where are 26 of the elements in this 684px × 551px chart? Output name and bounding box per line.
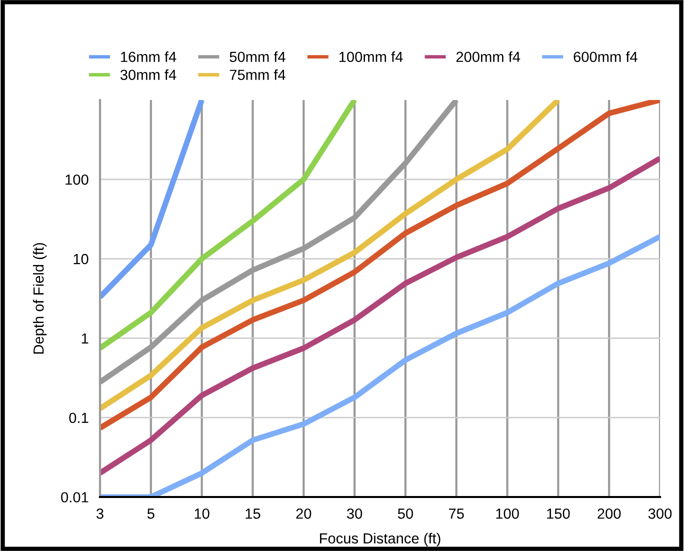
x-tick-label: 100 <box>496 508 519 519</box>
x-tick-label: 15 <box>246 508 260 519</box>
legend-label: 30mm f4 <box>120 69 176 80</box>
x-tick-label: 10 <box>194 508 210 519</box>
x-tick-label: 5 <box>147 508 154 519</box>
x-tick-label: 150 <box>547 508 570 519</box>
y-tick-label: 10 <box>74 254 88 264</box>
x-tick-label: 20 <box>296 508 312 519</box>
x-tick-label: 50 <box>398 508 413 519</box>
y-tick-label: 0.1 <box>69 412 88 424</box>
x-axis-title: Focus Distance (ft) <box>320 532 440 546</box>
legend-label: 100mm f4 <box>339 51 403 62</box>
legend-label: 16mm f4 <box>121 51 176 62</box>
x-tick-label: 300 <box>648 508 672 519</box>
x-tick-label: 200 <box>598 508 621 519</box>
x-tick-label: 3 <box>96 508 104 519</box>
legend-label: 75mm f4 <box>230 69 286 80</box>
y-axis-title: Depth of Field (ft) <box>33 243 47 354</box>
legend-label: 50mm f4 <box>230 51 286 62</box>
x-tick-label: 75 <box>449 508 464 519</box>
y-tick-label: 1 <box>82 333 88 344</box>
x-tick-label: 30 <box>346 508 362 519</box>
y-tick-label: 100 <box>66 174 88 185</box>
legend-label: 600mm f4 <box>574 51 638 62</box>
legend-label: 200mm f4 <box>456 51 520 62</box>
y-tick-label: 0.01 <box>61 492 88 502</box>
